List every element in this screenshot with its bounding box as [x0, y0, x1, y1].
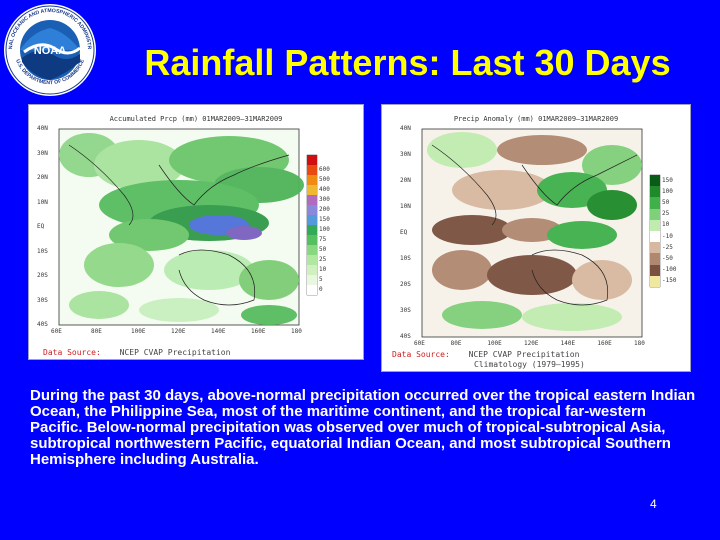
- map-right-header: Precip Anomaly (mm) 01MAR2009–31MAR2009: [453, 115, 619, 123]
- lon-label: 80E: [91, 328, 102, 335]
- lon-label: 160E: [597, 340, 612, 347]
- colorbar-swatch: [307, 155, 317, 165]
- colorbar-label: 100: [319, 226, 330, 233]
- colorbar-label: 600: [319, 166, 330, 173]
- colorbar-label: 200: [319, 206, 330, 213]
- map-left-graphic: [58, 128, 318, 326]
- colorbar-swatch: [650, 253, 660, 265]
- accumulated-precip-map: Accumulated Prcp (mm) 01MAR2009–31MAR200…: [28, 104, 364, 360]
- map-right-graphic: [421, 128, 661, 338]
- colorbar-swatch: [650, 242, 660, 254]
- colorbar-label: -150: [662, 277, 677, 285]
- colorbar-swatch: [650, 186, 660, 198]
- slide-description: During the past 30 days, above-normal pr…: [30, 387, 696, 468]
- colorbar-swatch: [307, 165, 317, 175]
- map-right-source: Data Source: NCEP CVAP Precipitation: [392, 350, 579, 359]
- lat-label: 40S: [400, 333, 411, 340]
- lat-label: EQ: [400, 229, 408, 236]
- lon-label: 140E: [560, 340, 576, 347]
- lon-label: 100E: [131, 328, 146, 335]
- colorbar-swatch: [307, 275, 317, 285]
- colorbar-label: -25: [662, 243, 673, 251]
- lat-label: 10N: [400, 203, 411, 210]
- lat-label: 30N: [400, 151, 411, 158]
- colorbar-label: -10: [662, 232, 673, 240]
- colorbar-swatch: [307, 205, 317, 215]
- lat-label: 10N: [37, 198, 48, 206]
- map-left-source: Data Source: NCEP CVAP Precipitation: [43, 348, 230, 357]
- lat-label: 10S: [400, 255, 411, 262]
- map-right-source-value: NCEP CVAP Precipitation: [468, 350, 580, 359]
- colorbar-swatch: [307, 245, 317, 255]
- colorbar-label: 50: [319, 246, 327, 253]
- colorbar-swatch: [307, 235, 317, 245]
- colorbar-label: 50: [662, 199, 670, 206]
- slide-title: Rainfall Patterns: Last 30 Days: [144, 42, 671, 83]
- lat-label: 40N: [400, 125, 411, 132]
- lon-label: 180: [634, 340, 645, 347]
- colorbar-swatch: [307, 185, 317, 195]
- lat-label: 30N: [37, 149, 48, 157]
- lon-label: 120E: [524, 340, 539, 347]
- colorbar-label: 100: [662, 187, 673, 195]
- map-right-source-value-2: Climatology (1979–1995): [474, 360, 585, 369]
- lat-label: 20N: [37, 174, 48, 181]
- colorbar-label: -50: [662, 255, 673, 262]
- lon-label: 60E: [51, 328, 62, 335]
- colorbar-label: 10: [319, 266, 327, 273]
- lat-label: 40S: [37, 321, 48, 328]
- colorbar-label: 75: [319, 236, 327, 243]
- lon-label: 120E: [171, 328, 186, 335]
- colorbar-swatch: [307, 285, 317, 295]
- page-number: 4: [650, 497, 657, 511]
- colorbar-label: 300: [319, 196, 330, 203]
- colorbar-swatch: [650, 264, 660, 276]
- colorbar-swatch: [650, 175, 660, 187]
- colorbar-label: 5: [319, 276, 323, 283]
- lat-label: 30S: [37, 296, 48, 304]
- colorbar-swatch: [650, 208, 660, 220]
- precip-anomaly-map: Precip Anomaly (mm) 01MAR2009–31MAR2009 …: [381, 104, 691, 372]
- colorbar-swatch: [307, 215, 317, 225]
- lat-label: 30S: [400, 307, 411, 314]
- colorbar-swatch: [650, 231, 660, 243]
- colorbar-swatch: [650, 275, 660, 287]
- colorbar-label: 0: [319, 286, 323, 293]
- lat-label: EQ: [37, 223, 45, 230]
- lon-label: 100E: [487, 340, 502, 347]
- lat-label: 40N: [37, 125, 48, 132]
- lat-label: 20N: [400, 177, 411, 184]
- lon-label: 160E: [251, 328, 266, 335]
- map-left-header: Accumulated Prcp (mm) 01MAR2009–31MAR200…: [109, 115, 283, 123]
- lon-label: 80E: [450, 340, 462, 347]
- colorbar-swatch: [307, 175, 317, 185]
- colorbar-label: 400: [319, 186, 330, 193]
- lat-label: 10S: [37, 247, 48, 255]
- logo-center-text: NOAA: [34, 45, 66, 57]
- colorbar-label: 10: [662, 221, 670, 229]
- colorbar-label: 150: [319, 216, 330, 223]
- lat-label: 20S: [400, 281, 411, 288]
- colorbar-swatch: [307, 225, 317, 235]
- colorbar-label: 25: [319, 256, 327, 263]
- lat-label: 20S: [37, 272, 48, 279]
- map-left-source-label: Data Source:: [43, 348, 101, 357]
- colorbar-label: -100: [662, 266, 677, 274]
- noaa-logo-icon: NOAA NATIONAL OCEANIC AND ATMOSPHERIC AD…: [2, 2, 96, 96]
- colorbar-label: 500: [319, 176, 330, 183]
- colorbar-swatch: [650, 219, 660, 231]
- map-left-source-value: NCEP CVAP Precipitation: [119, 348, 231, 357]
- colorbar-swatch: [307, 265, 317, 275]
- map-right-source-label: Data Source:: [392, 350, 450, 359]
- colorbar-swatch: [307, 255, 317, 265]
- lon-label: 60E: [414, 340, 425, 347]
- colorbar-label: 150: [662, 176, 673, 184]
- lon-label: 180: [291, 328, 302, 335]
- lon-label: 140E: [211, 328, 226, 335]
- colorbar-swatch: [650, 197, 660, 209]
- colorbar-label: 25: [662, 210, 670, 218]
- colorbar-swatch: [307, 195, 317, 205]
